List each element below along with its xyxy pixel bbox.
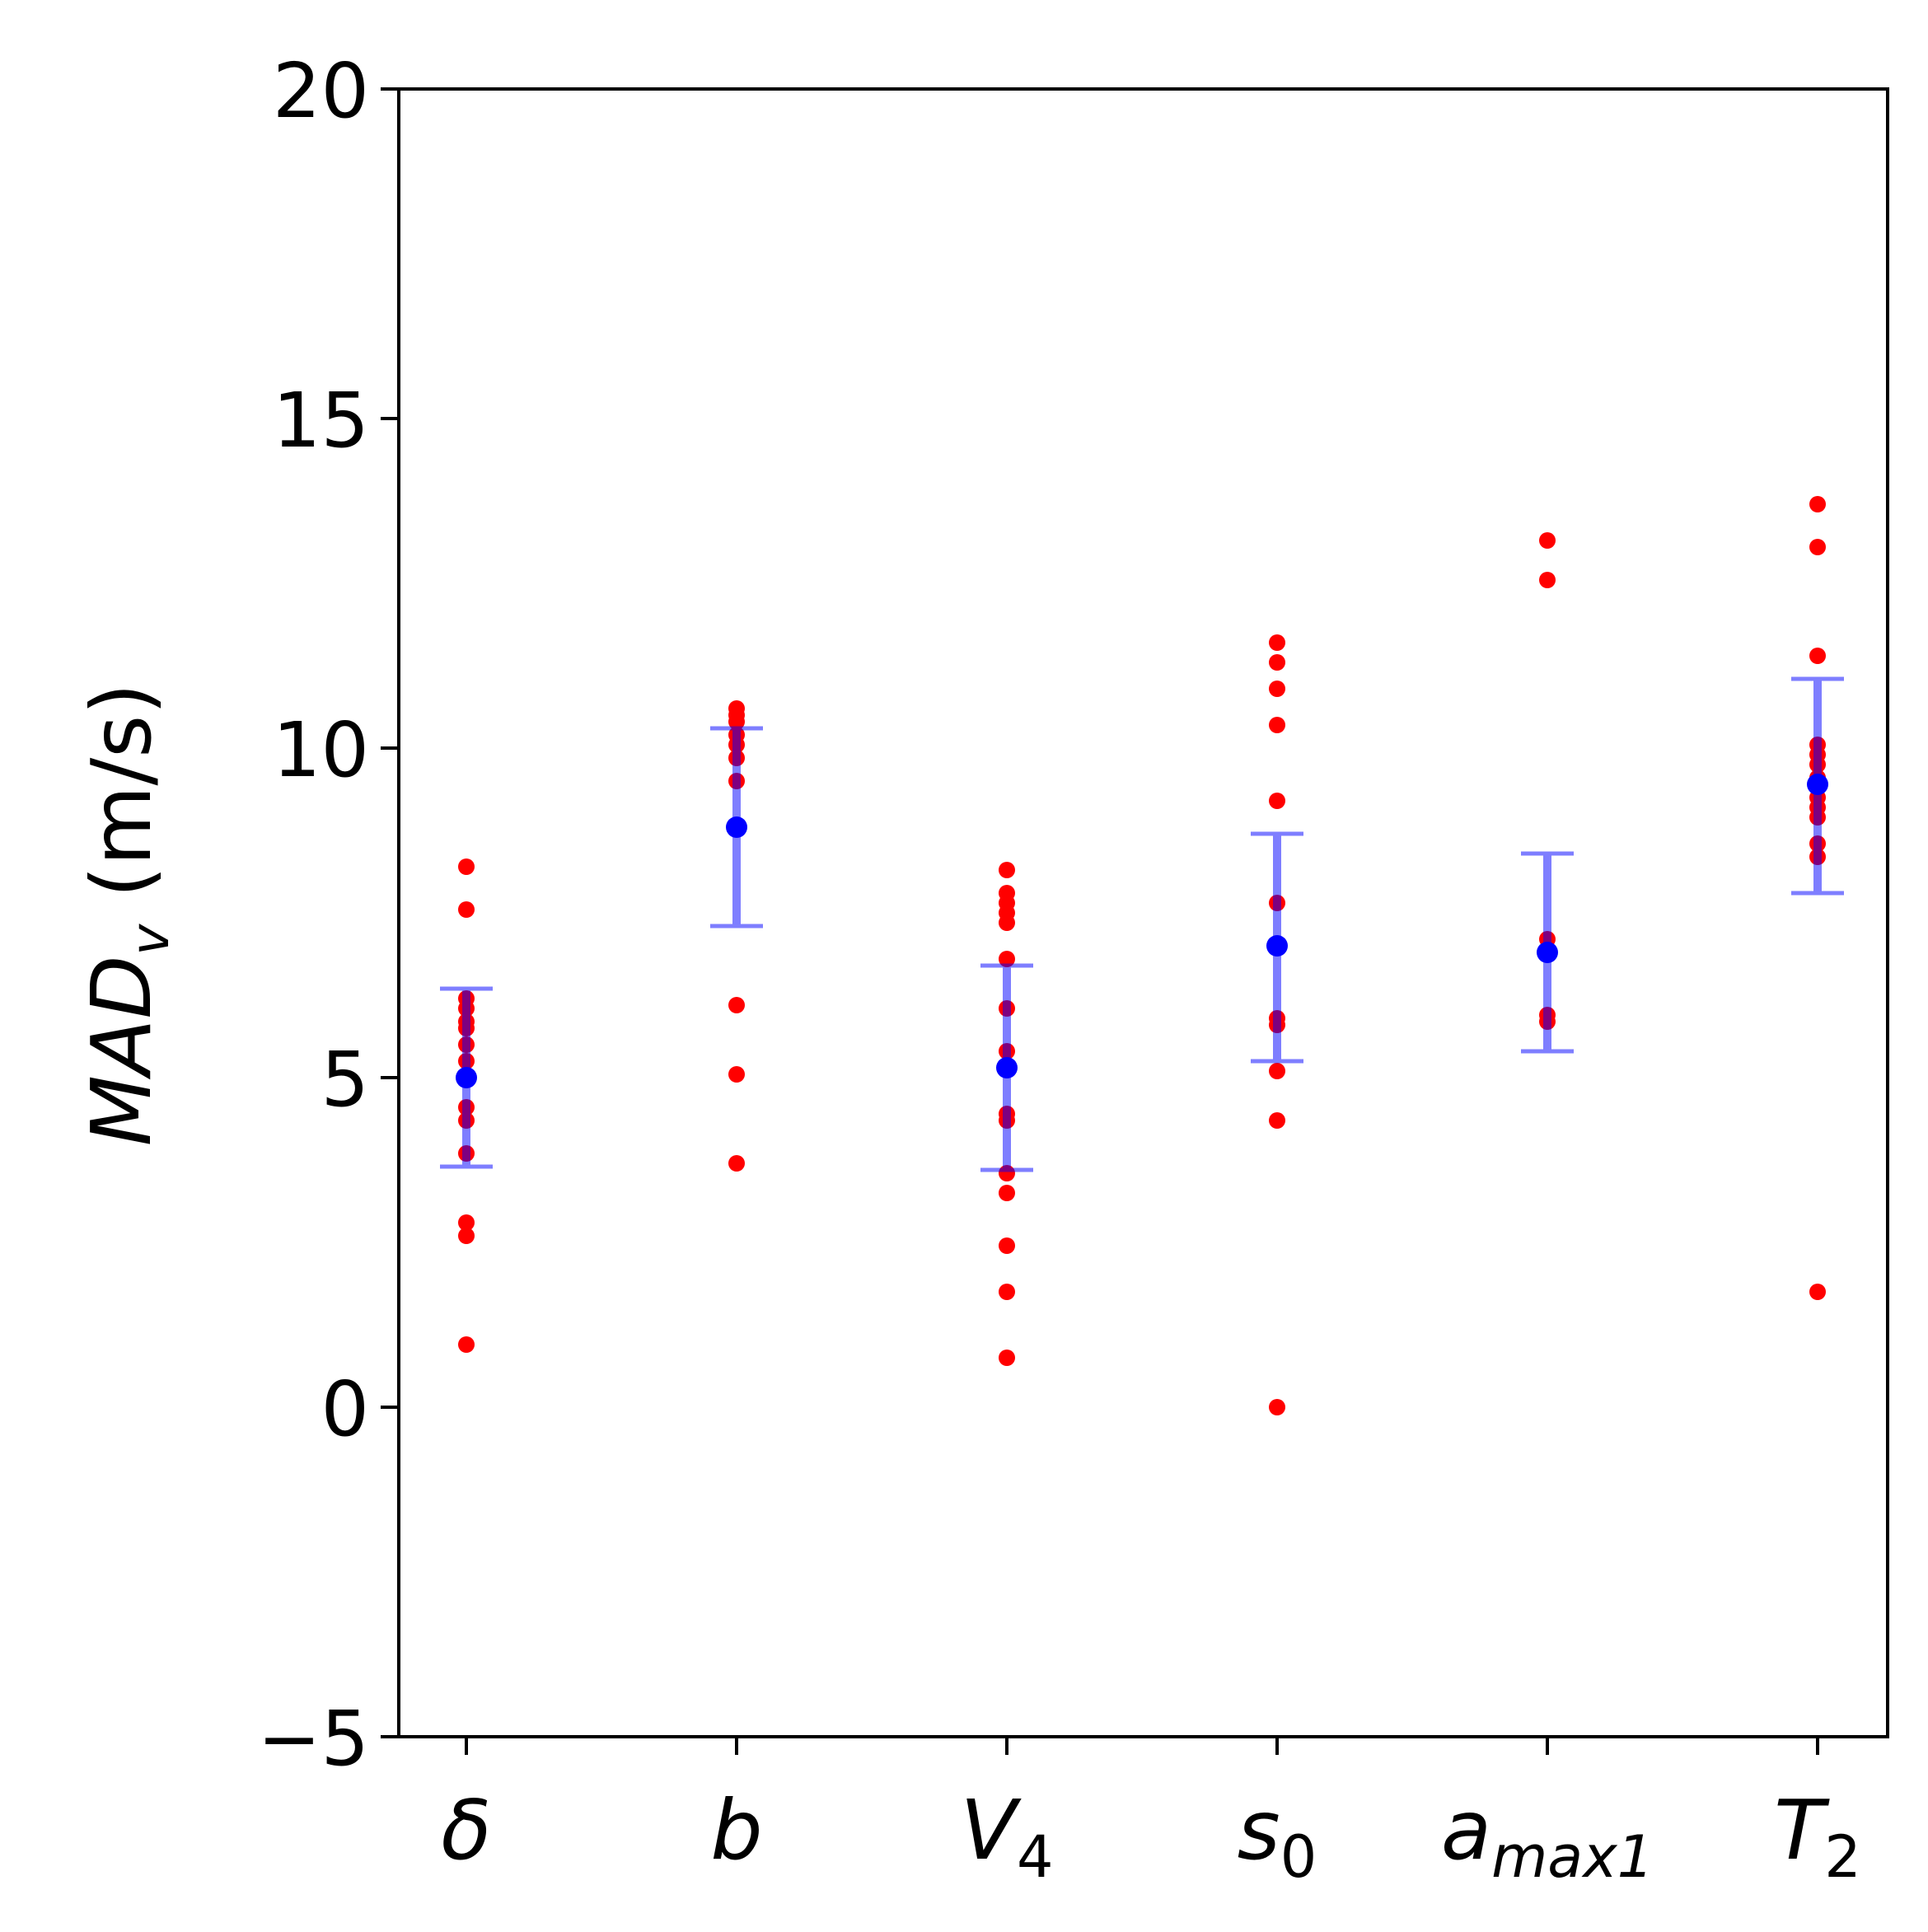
x-tick-label-subscript: 4 xyxy=(1017,1823,1054,1891)
svg-text:MADv (m/s): MADv (m/s) xyxy=(73,683,181,1147)
data-point xyxy=(728,1155,745,1172)
y-tick-label: 0 xyxy=(321,1365,369,1453)
individual-points xyxy=(458,496,1826,1415)
data-point xyxy=(1269,717,1285,733)
data-point xyxy=(1269,1112,1285,1129)
data-point xyxy=(458,858,475,875)
y-axis-label-unit: (m/s) xyxy=(73,683,170,924)
data-point xyxy=(458,901,475,918)
y-tick-label: 10 xyxy=(273,706,369,794)
mean-point xyxy=(1807,774,1828,795)
x-tick-label-subscript: max1 xyxy=(1491,1823,1654,1891)
y-axis-label: MADv (m/s) xyxy=(73,683,181,1147)
y-tick-label: 5 xyxy=(321,1036,369,1124)
data-point xyxy=(999,1284,1015,1300)
data-point xyxy=(999,1185,1015,1201)
y-tick-label: 15 xyxy=(273,377,369,465)
data-point xyxy=(728,1066,745,1083)
x-axis-ticks: δ b V4 s0 amax1 T2 xyxy=(441,1737,1861,1891)
mean-points xyxy=(456,774,1828,1088)
data-point xyxy=(999,862,1015,878)
data-point xyxy=(458,1228,475,1244)
x-tick-label: s0 xyxy=(1238,1782,1317,1891)
y-tick-label: 20 xyxy=(273,47,369,135)
x-tick-label-subscript: 0 xyxy=(1280,1823,1317,1891)
x-tick-label: b xyxy=(710,1782,762,1878)
x-tick-label: amax1 xyxy=(1441,1782,1654,1891)
y-axis-label-main: MAD xyxy=(73,956,170,1147)
x-tick-label-main: b xyxy=(710,1782,762,1878)
mean-point xyxy=(456,1067,477,1088)
data-point xyxy=(1809,539,1826,555)
x-tick-label-main: s xyxy=(1238,1782,1280,1878)
data-point xyxy=(1809,1284,1826,1300)
x-tick-label-main: T xyxy=(1774,1782,1830,1878)
data-point xyxy=(1809,648,1826,664)
x-tick-label: T2 xyxy=(1774,1782,1861,1891)
data-point xyxy=(1539,572,1556,588)
data-point xyxy=(1269,793,1285,809)
data-point xyxy=(999,1237,1015,1254)
data-point xyxy=(999,915,1015,931)
data-point xyxy=(728,997,745,1013)
x-tick-label-main: a xyxy=(1441,1782,1491,1878)
plot-area-frame xyxy=(397,87,1889,1738)
data-point xyxy=(999,1350,1015,1366)
data-point xyxy=(1269,634,1285,651)
mean-point xyxy=(1266,935,1288,957)
data-point xyxy=(1809,496,1826,512)
error-bars xyxy=(440,676,1844,1172)
x-tick-label-main: V xyxy=(961,1782,1022,1878)
x-tick-label: V4 xyxy=(961,1782,1054,1891)
y-axis-ticks: −5 0 5 10 15 20 xyxy=(257,47,399,1783)
data-point xyxy=(1269,1399,1285,1415)
mean-point xyxy=(996,1057,1018,1078)
mean-point xyxy=(726,816,747,838)
data-point xyxy=(1269,681,1285,697)
data-point xyxy=(458,1214,475,1231)
data-point xyxy=(728,713,745,730)
data-point xyxy=(1269,1063,1285,1079)
x-tick-label: δ xyxy=(441,1782,491,1878)
mean-point xyxy=(1537,942,1558,963)
x-tick-label-main: δ xyxy=(441,1782,491,1878)
y-tick-label: −5 xyxy=(257,1695,369,1783)
y-axis-label-subscript: v xyxy=(120,924,181,956)
data-point xyxy=(458,1336,475,1353)
x-tick-label-subscript: 2 xyxy=(1824,1823,1861,1891)
data-point xyxy=(999,951,1015,967)
data-point xyxy=(1269,654,1285,671)
data-point xyxy=(1539,532,1556,549)
